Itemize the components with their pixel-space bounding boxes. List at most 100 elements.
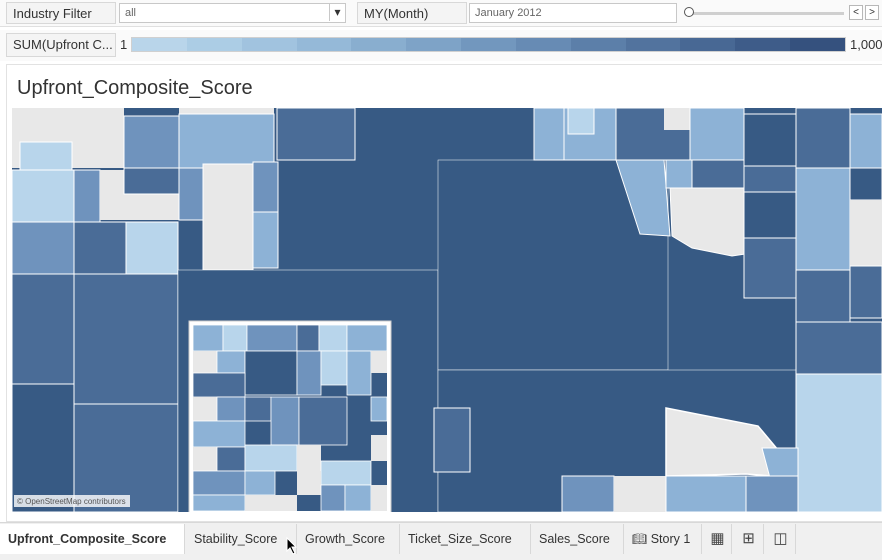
map-region (192, 372, 246, 398)
new-worksheet-icon[interactable]: ▦ (704, 524, 732, 554)
map-region (296, 324, 320, 352)
map-region (346, 324, 388, 352)
filter-bar: Industry Filter all ▾ MY(Month) January … (0, 0, 882, 27)
map-region (561, 475, 615, 512)
map-region (244, 444, 298, 472)
map-region (320, 484, 346, 512)
tab-stability-score[interactable]: Stability_Score (186, 524, 297, 554)
map-region (12, 273, 75, 385)
map-region (202, 163, 254, 271)
map-region (743, 113, 797, 167)
legend-swatch (735, 38, 791, 51)
slider-handle[interactable] (684, 7, 694, 17)
tab-growth-score[interactable]: Growth_Score (297, 524, 400, 554)
legend-max: 1,000 (850, 37, 882, 52)
tab-upfront-composite-score[interactable]: Upfront_Composite_Score (0, 524, 185, 554)
new-story-icon[interactable]: ◫ (766, 524, 796, 554)
tab-story-label: Story 1 (650, 532, 691, 546)
map-region (216, 396, 246, 422)
map-region (245, 495, 297, 511)
map-region (244, 396, 272, 422)
map-region (178, 167, 204, 221)
map-region (179, 108, 274, 114)
month-filter-input[interactable]: January 2012 (469, 3, 677, 23)
map-region (12, 169, 75, 223)
new-dashboard-icon[interactable]: ⊞ (734, 524, 764, 554)
map-region (849, 167, 882, 201)
map-region (246, 324, 298, 352)
legend-swatch (406, 38, 462, 51)
map-attribution: © OpenStreetMap contributors (17, 497, 126, 506)
legend-label: SUM(Upfront C... (6, 33, 116, 57)
mouse-cursor-icon (286, 537, 298, 555)
map-region (125, 221, 179, 275)
map-region (533, 108, 565, 161)
map-region (665, 159, 693, 189)
tab-sales-score[interactable]: Sales_Score (531, 524, 624, 554)
map-region (12, 383, 75, 512)
map-region (297, 445, 321, 471)
map-region (298, 396, 348, 446)
prev-month-button[interactable]: < (849, 5, 863, 20)
map-region (270, 396, 300, 446)
map-region (614, 476, 666, 512)
map-region (123, 167, 180, 195)
map-region (664, 108, 690, 130)
attribution-box (14, 495, 130, 507)
industry-filter-label: Industry Filter (6, 2, 116, 24)
map-region (297, 471, 321, 495)
map-region (192, 324, 224, 352)
map-region (745, 475, 799, 512)
map-region (795, 269, 851, 323)
map-region (73, 221, 127, 275)
map-region (371, 351, 387, 373)
legend-swatch (461, 38, 516, 51)
inset-map (188, 320, 392, 512)
map-region (216, 446, 246, 472)
legend-swatch (132, 38, 187, 51)
industry-filter-value: all (125, 7, 137, 19)
map-region (743, 165, 797, 193)
map-region (433, 407, 471, 473)
map-region (371, 485, 387, 511)
legend-swatch (680, 38, 736, 51)
map-region (665, 475, 747, 512)
map-region (73, 273, 179, 405)
map-region (252, 161, 279, 213)
map-region (689, 108, 745, 161)
map-region (691, 159, 745, 189)
map-region (320, 460, 372, 486)
legend-swatch (186, 38, 242, 51)
map-region (795, 108, 851, 169)
chevron-right-icon: > (869, 7, 875, 18)
next-month-button[interactable]: > (865, 5, 879, 20)
tab-ticket-size-score[interactable]: Ticket_Size_Score (400, 524, 531, 554)
legend-swatch (570, 38, 626, 51)
map-region (320, 350, 348, 386)
chevron-down-icon[interactable]: ▾ (329, 3, 345, 21)
map-region (19, 141, 73, 173)
legend-swatch (351, 38, 407, 51)
map-region (193, 351, 217, 373)
tab-story-1[interactable]: 📖︎ Story 1 (624, 524, 702, 554)
industry-filter-select[interactable]: all ▾ (119, 3, 346, 23)
map-region (567, 108, 595, 135)
map-region (849, 113, 882, 169)
map-region (222, 324, 248, 352)
map-region (193, 447, 217, 471)
map-region (123, 115, 180, 169)
map-region (615, 159, 671, 237)
map-region (795, 373, 882, 512)
color-legend: SUM(Upfront C... 1 1,000 (0, 30, 882, 61)
month-slider[interactable] (684, 7, 844, 19)
map-region (849, 265, 882, 319)
choropleth-map[interactable]: © OpenStreetMap contributors (12, 108, 882, 512)
map-region (743, 237, 797, 299)
month-filter-label: MY(Month) (357, 2, 467, 24)
map-title: Upfront_Composite_Score (17, 77, 253, 99)
map-region (296, 350, 322, 396)
slider-track (688, 12, 844, 15)
map-region (244, 470, 276, 496)
legend-min: 1 (120, 37, 128, 52)
legend-swatch (241, 38, 297, 51)
